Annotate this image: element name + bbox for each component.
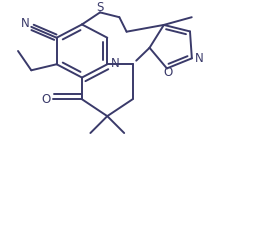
Text: S: S xyxy=(96,1,104,14)
Text: N: N xyxy=(21,18,30,30)
Text: O: O xyxy=(41,93,50,106)
Text: N: N xyxy=(111,57,120,70)
Text: N: N xyxy=(195,52,204,65)
Text: O: O xyxy=(164,66,173,79)
